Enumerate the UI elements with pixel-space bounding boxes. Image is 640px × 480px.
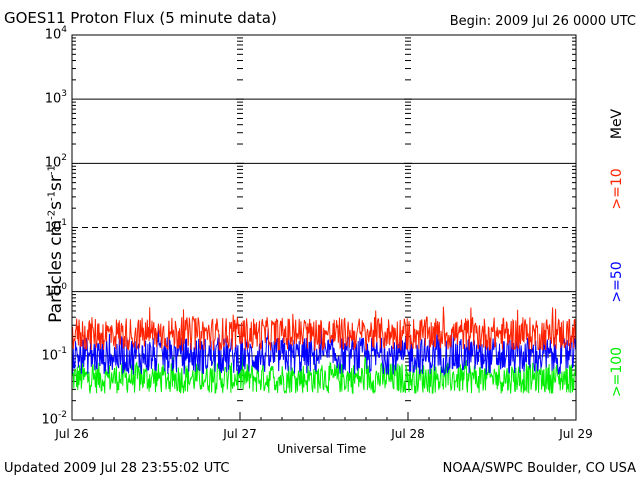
series-line-10 [71, 306, 577, 351]
y-tick-label: 10-1 [41, 345, 67, 364]
decade-gridlines [72, 98, 576, 357]
chart-title: GOES11 Proton Flux (5 minute data) [4, 9, 277, 27]
y-tick-label: 103 [44, 89, 67, 107]
y-tick-label: 104 [44, 25, 67, 43]
begin-timestamp: Begin: 2009 Jul 26 0000 UTC [449, 14, 636, 29]
legend-entry: >=50 [609, 261, 625, 303]
y-tick-label: 101 [44, 217, 67, 235]
plot-frame [71, 34, 577, 421]
x-tick-label: Jul 28 [391, 427, 425, 441]
x-tick-label: Jul 26 [55, 427, 89, 441]
legend-entry: >=10 [609, 168, 625, 210]
y-tick-label: 102 [44, 153, 67, 171]
x-tick-label: Jul 29 [559, 427, 593, 441]
series-line-50 [71, 325, 577, 377]
series-line-100 [71, 354, 577, 395]
y-tick-label: 100 [44, 281, 67, 299]
updated-timestamp: Updated 2009 Jul 28 23:55:02 UTC [4, 461, 230, 476]
series-layer [71, 306, 577, 395]
y-tick-label: 10-2 [41, 410, 67, 428]
x-axis-label: Universal Time [277, 442, 367, 456]
x-tick-label: Jul 27 [223, 427, 257, 441]
legend-entry: >=100 [609, 346, 625, 398]
credit-text: NOAA/SWPC Boulder, CO USA [442, 461, 636, 476]
